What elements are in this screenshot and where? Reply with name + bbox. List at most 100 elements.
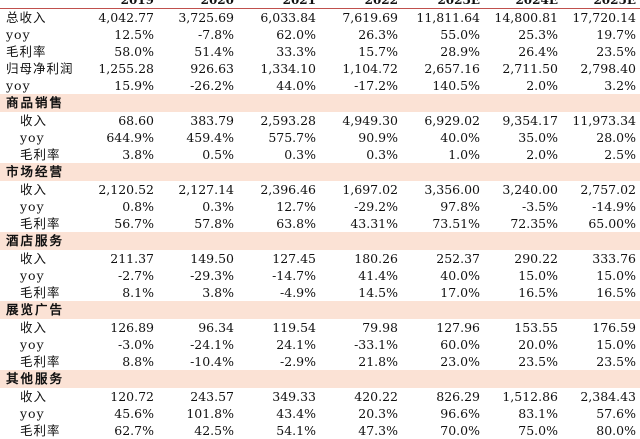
value-cell: 0.3% bbox=[284, 147, 316, 162]
segment-fill-cell bbox=[320, 232, 402, 250]
value-cell: 127.45 bbox=[272, 251, 316, 266]
value-cell: -24.1% bbox=[190, 337, 234, 352]
row-label: 收入 bbox=[20, 113, 48, 128]
row-label: 收入 bbox=[20, 251, 48, 266]
value-cell: 8.8% bbox=[122, 354, 154, 369]
segment-fill-cell bbox=[80, 94, 158, 112]
row-label: 收入 bbox=[20, 389, 48, 404]
segment-fill-cell bbox=[484, 94, 562, 112]
row-label: 归母净利润 bbox=[6, 61, 74, 76]
segment-title: 展览广告 bbox=[0, 301, 80, 319]
value-cell: 1,104.72 bbox=[342, 61, 398, 76]
value-cell: -10.4% bbox=[190, 354, 234, 369]
segment-fill-cell bbox=[484, 232, 562, 250]
row-label: 毛利率 bbox=[20, 216, 61, 231]
value-cell: 19.7% bbox=[596, 27, 636, 42]
value-cell: -4.9% bbox=[280, 285, 316, 300]
table-row: 收入 120.72 243.57 349.33 420.22 826.29 1,512.86… bbox=[0, 388, 640, 405]
value-cell: 211.37 bbox=[110, 251, 154, 266]
row-label: 毛利率 bbox=[20, 354, 61, 369]
row-label: yoy bbox=[6, 78, 31, 93]
value-cell: 2,711.50 bbox=[502, 61, 558, 76]
value-cell: 926.63 bbox=[190, 61, 234, 76]
value-cell: 26.4% bbox=[518, 44, 558, 59]
value-cell: 17.0% bbox=[440, 285, 480, 300]
value-cell: 21.8% bbox=[358, 354, 398, 369]
segment-fill-cell bbox=[158, 301, 238, 319]
value-cell: 11,973.34 bbox=[572, 113, 636, 128]
value-cell: 51.4% bbox=[194, 44, 234, 59]
row-label: 毛利率 bbox=[20, 147, 61, 162]
segment-fill-cell bbox=[80, 163, 158, 181]
value-cell: 43.31% bbox=[350, 216, 398, 231]
year-header: 2022 bbox=[320, 0, 402, 9]
value-cell: 15.0% bbox=[596, 268, 636, 283]
value-cell: 2.0% bbox=[526, 78, 558, 93]
row-label: 毛利率 bbox=[6, 44, 47, 59]
value-cell: 15.7% bbox=[358, 44, 398, 59]
value-cell: 149.50 bbox=[190, 251, 234, 266]
value-cell: 176.59 bbox=[592, 320, 636, 335]
value-cell: 243.57 bbox=[190, 389, 234, 404]
row-label: yoy bbox=[20, 130, 45, 145]
value-cell: -7.8% bbox=[198, 27, 234, 42]
value-cell: 97.8% bbox=[440, 199, 480, 214]
value-cell: -14.9% bbox=[592, 199, 636, 214]
value-cell: 2,127.14 bbox=[178, 182, 234, 197]
value-cell: 140.5% bbox=[432, 78, 480, 93]
table-row: yoy 12.5% -7.8% 62.0% 26.3% 55.0% 25.3% 19.7% bbox=[0, 26, 640, 43]
value-cell: 75.0% bbox=[518, 423, 558, 438]
value-cell: 11,811.64 bbox=[416, 10, 480, 25]
value-cell: -29.2% bbox=[354, 199, 398, 214]
segment-fill-cell bbox=[562, 163, 640, 181]
value-cell: 1,512.86 bbox=[502, 389, 558, 404]
value-cell: 15.9% bbox=[114, 78, 154, 93]
segment-fill-cell bbox=[320, 94, 402, 112]
table-row: 收入 2,120.52 2,127.14 2,396.46 1,697.02 3,356.… bbox=[0, 181, 640, 198]
table-row: 收入 126.89 96.34 119.54 79.98 127.96 153.55 176.… bbox=[0, 319, 640, 336]
value-cell: 72.35% bbox=[510, 216, 558, 231]
value-cell: 16.5% bbox=[518, 285, 558, 300]
value-cell: 1,697.02 bbox=[342, 182, 398, 197]
segment-fill-cell bbox=[484, 163, 562, 181]
value-cell: 119.54 bbox=[272, 320, 316, 335]
value-cell: -2.9% bbox=[280, 354, 316, 369]
table-row: 收入 211.37 149.50 127.45 180.26 252.37 290.22 33… bbox=[0, 250, 640, 267]
segment-fill-cell bbox=[80, 232, 158, 250]
table-row: 毛利率 58.0% 51.4% 33.3% 15.7% 28.9% 26.4% 23.5% bbox=[0, 43, 640, 60]
value-cell: -17.2% bbox=[354, 78, 398, 93]
header-corner bbox=[0, 0, 80, 9]
value-cell: 3,725.69 bbox=[178, 10, 234, 25]
row-label: yoy bbox=[20, 268, 45, 283]
segment-title: 商品销售 bbox=[0, 94, 80, 112]
value-cell: 42.5% bbox=[194, 423, 234, 438]
value-cell: 1.0% bbox=[448, 147, 480, 162]
value-cell: 60.0% bbox=[440, 337, 480, 352]
value-cell: 20.0% bbox=[518, 337, 558, 352]
header-row: 2019 2020 2021 2022 2023E 2024E 2025E bbox=[0, 0, 640, 9]
value-cell: 57.8% bbox=[194, 216, 234, 231]
value-cell: 68.60 bbox=[118, 113, 154, 128]
value-cell: 3.8% bbox=[122, 147, 154, 162]
value-cell: 73.51% bbox=[432, 216, 480, 231]
value-cell: 56.7% bbox=[114, 216, 154, 231]
value-cell: 47.3% bbox=[358, 423, 398, 438]
value-cell: 4,949.30 bbox=[342, 113, 398, 128]
segment-fill-cell bbox=[80, 301, 158, 319]
segment-fill-cell bbox=[562, 94, 640, 112]
segment-fill-cell bbox=[80, 370, 158, 388]
value-cell: 96.34 bbox=[198, 320, 234, 335]
value-cell: -14.7% bbox=[272, 268, 316, 283]
value-cell: 6,033.84 bbox=[260, 10, 316, 25]
value-cell: 6,929.02 bbox=[424, 113, 480, 128]
table-row: 毛利率 62.7% 42.5% 54.1% 47.3% 70.0% 75.0% 80.0% bbox=[0, 422, 640, 439]
segment-header-row: 市场经营 bbox=[0, 163, 640, 181]
value-cell: 9,354.17 bbox=[502, 113, 558, 128]
table-row: 收入 68.60 383.79 2,593.28 4,949.30 6,929.02 9,3… bbox=[0, 112, 640, 129]
row-label: 毛利率 bbox=[20, 423, 61, 438]
segment-fill-cell bbox=[484, 301, 562, 319]
value-cell: 383.79 bbox=[190, 113, 234, 128]
value-cell: 44.0% bbox=[276, 78, 316, 93]
value-cell: -2.7% bbox=[118, 268, 154, 283]
